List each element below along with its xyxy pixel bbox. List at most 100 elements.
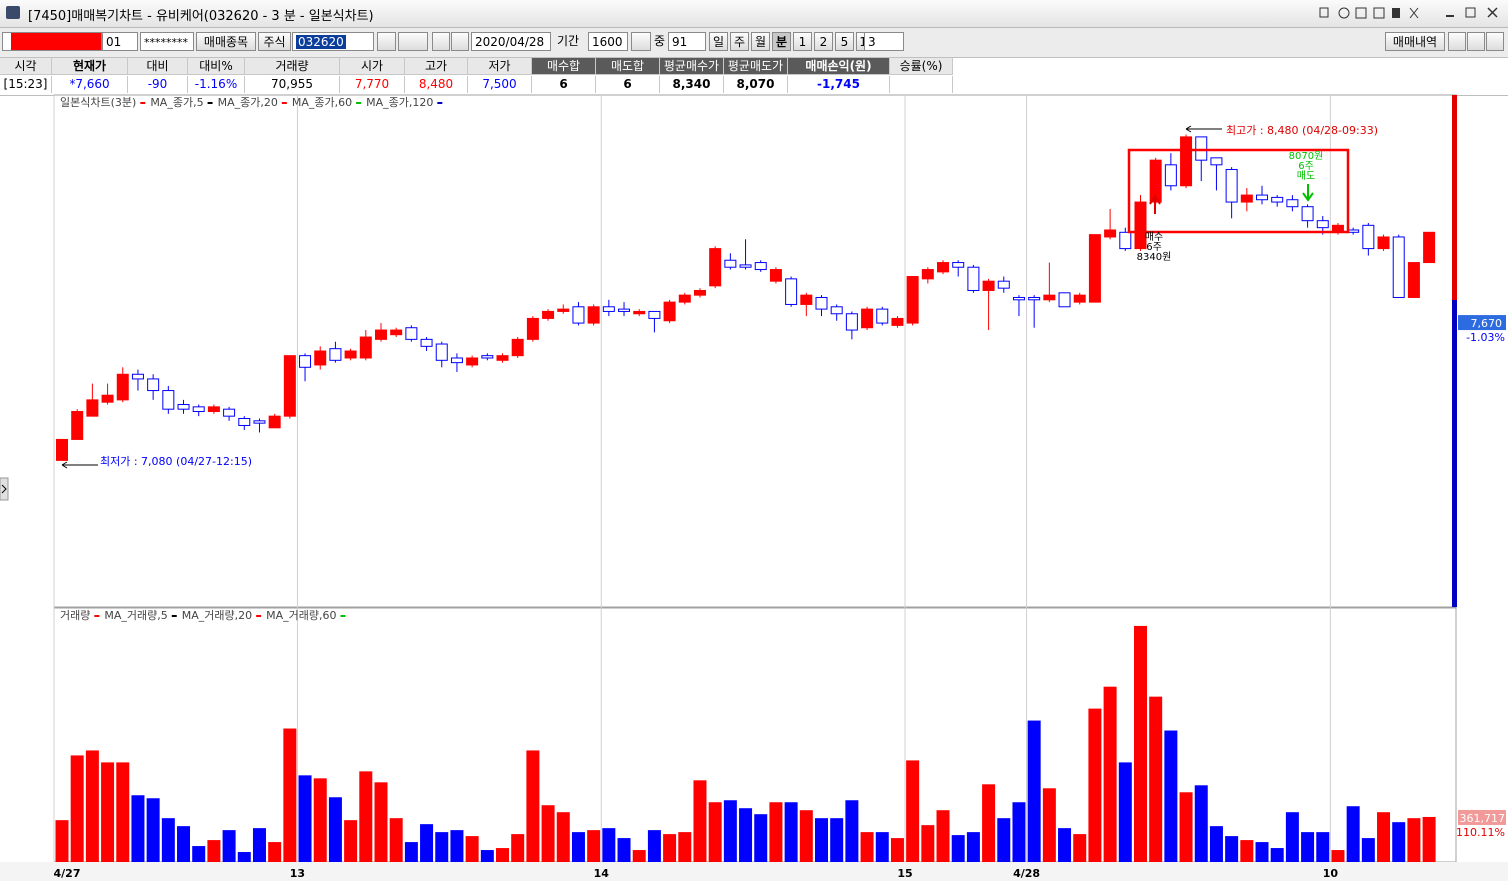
unit-button[interactable]: 1 <box>793 32 812 51</box>
candle-body <box>1164 164 1177 187</box>
table-header: 평균매수가 <box>660 58 724 75</box>
x-tick-label: 4/27 <box>54 867 81 880</box>
candle-body <box>177 404 190 410</box>
volume-bar <box>1301 832 1315 862</box>
date-field[interactable]: 2020/04/28 <box>471 32 551 51</box>
volume-bar <box>1073 834 1087 862</box>
market-select[interactable]: 주식 <box>258 32 291 51</box>
search-button[interactable] <box>377 32 396 51</box>
unit-button[interactable]: 월 <box>751 32 770 51</box>
table-value: -90 <box>128 76 188 93</box>
stocks-button[interactable]: 매매종목 <box>196 32 256 51</box>
period-field[interactable]: 1600 <box>588 32 628 51</box>
candle-body <box>238 417 251 426</box>
volume-bar <box>283 728 297 862</box>
volume-bar <box>1194 785 1208 862</box>
code-field[interactable]: 032620 <box>292 32 374 51</box>
prev-button[interactable] <box>451 32 469 51</box>
title-icons[interactable] <box>1318 6 1448 20</box>
unit-button[interactable]: 일 <box>709 32 728 51</box>
legend-label: MA_종가,20 <box>218 96 278 109</box>
candle-body <box>952 262 965 268</box>
high-annotation: 최고가 : 8,480 (04/28-09:33) <box>1226 124 1378 137</box>
change-label: -1.03% <box>1466 331 1505 344</box>
x-tick-label: 10 <box>1323 867 1339 880</box>
candle-body <box>374 329 387 340</box>
sell-annotation: 매도 <box>1297 170 1315 182</box>
folder-button[interactable] <box>1448 32 1466 51</box>
candle-body <box>602 306 615 312</box>
candle-body <box>1377 236 1390 250</box>
interval-select[interactable]: 3 <box>864 32 904 51</box>
legend-label: 거래량 <box>60 609 90 622</box>
candle-body <box>147 378 160 392</box>
candle-body <box>1028 296 1041 301</box>
volume-bar <box>344 820 358 862</box>
candle-body <box>1058 292 1071 308</box>
chart-option-button[interactable] <box>631 32 651 51</box>
history-button[interactable]: 매매내역 <box>1385 32 1445 51</box>
volume-bar <box>571 832 585 862</box>
account-suffix[interactable]: 01 <box>102 32 138 51</box>
candle-body <box>967 266 980 291</box>
candle-body <box>678 294 691 303</box>
table-header: 고가 <box>405 58 468 75</box>
save-button[interactable] <box>1467 32 1485 51</box>
legend-label: MA_거래량,5 <box>104 609 167 622</box>
volume-bar <box>982 784 996 862</box>
left-toggle-arrow <box>1 484 7 494</box>
candle-body <box>845 313 858 331</box>
title-icon-set <box>1319 7 1419 19</box>
table-header: 승률(%) <box>890 58 953 75</box>
volume-bar <box>480 850 494 862</box>
volume-bar <box>404 842 418 862</box>
candle-body <box>450 357 463 364</box>
password-field[interactable]: ******** <box>140 32 194 51</box>
volume-bar <box>723 800 737 862</box>
candle-body <box>86 399 99 417</box>
candle-body <box>1134 201 1147 250</box>
table-value: 6 <box>596 76 660 93</box>
volume-bar <box>997 818 1011 862</box>
trade-box <box>1127 148 1350 234</box>
volume-bar <box>420 824 434 862</box>
volume-bar <box>207 840 221 862</box>
buy-annotation: 매수 <box>1145 231 1163 243</box>
volume-bar <box>890 838 904 862</box>
volume-bar <box>1407 818 1421 862</box>
candle-body <box>1043 294 1056 301</box>
window-controls[interactable] <box>1444 4 1504 22</box>
sort-button[interactable] <box>398 32 428 51</box>
settings-button[interactable] <box>1486 32 1504 51</box>
volume-bar <box>192 846 206 862</box>
unit-button[interactable]: 분 <box>772 32 791 51</box>
unit-button[interactable]: 5 <box>835 32 854 51</box>
unit-button[interactable]: 2 <box>814 32 833 51</box>
x-tick-label: 4/28 <box>1013 867 1040 880</box>
volume-bar <box>374 782 388 862</box>
price-tag: 7,670 <box>1471 317 1503 330</box>
low-marker <box>61 461 98 469</box>
volume-bar <box>70 755 84 862</box>
candle-body <box>618 308 631 312</box>
count-field[interactable]: 91 <box>668 32 706 51</box>
next-button[interactable] <box>432 32 450 51</box>
volume-bar <box>1346 806 1360 862</box>
unit-button[interactable]: 주 <box>730 32 749 51</box>
candle-body <box>1316 220 1329 229</box>
volume-bar <box>799 810 813 862</box>
window-control-icons <box>1446 7 1498 18</box>
candle-body <box>921 269 934 280</box>
position-bar-up <box>1452 95 1457 300</box>
buy-arrow <box>1149 194 1161 214</box>
volume-bar <box>1225 836 1239 862</box>
account-redacted[interactable] <box>2 32 102 51</box>
table-header: 시가 <box>340 58 405 75</box>
table-header: 매도합 <box>596 58 660 75</box>
candle-body <box>891 317 904 326</box>
candle-body <box>724 259 737 268</box>
volume-bar <box>1331 850 1345 862</box>
code-text: 032620 <box>296 35 346 49</box>
volume-bar <box>237 852 251 862</box>
